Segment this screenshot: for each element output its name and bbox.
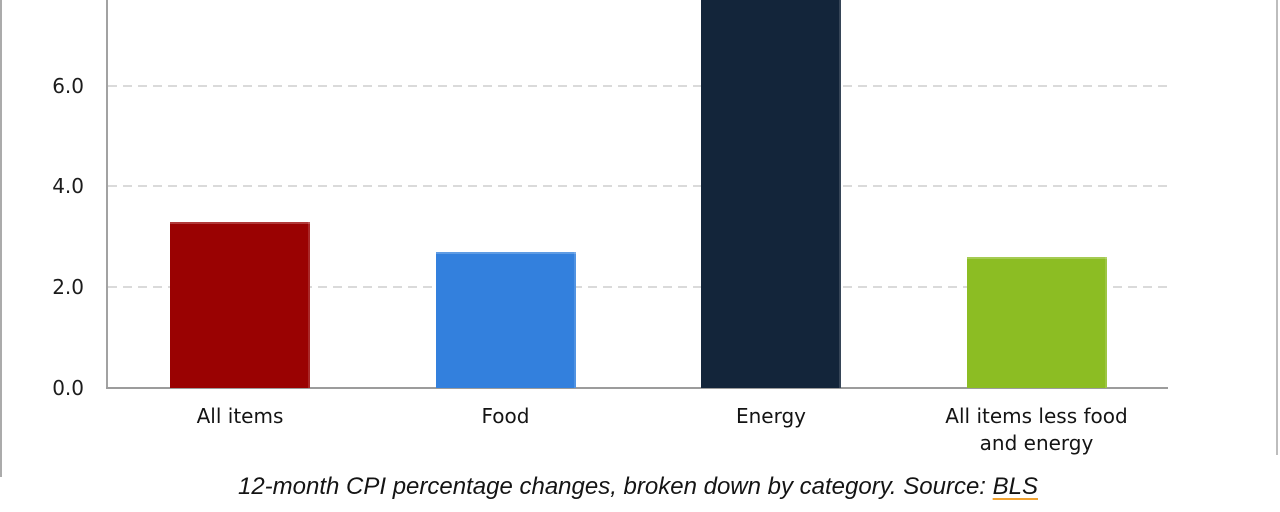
x-axis-baseline [106,387,1168,389]
category-label-energy: Energy [735,404,807,428]
bls-source-link[interactable]: BLS [992,473,1039,500]
figure-caption: 12-month CPI percentage changes, broken … [0,473,1276,501]
page-right-border [1276,0,1278,455]
y-tick-label-0.0: 0.0 [52,376,84,400]
bar-all-items-less-food-and-energy [966,256,1107,388]
y-axis-line [106,0,108,389]
category-label-food: Food [481,404,530,428]
y-tick-label-2.0: 2.0 [52,275,84,300]
caption-text: 12-month CPI percentage changes, broken … [237,473,993,500]
category-label-all-items: All items [196,404,284,428]
bar-all-items [170,221,310,388]
gridline-2.0 [108,286,1168,289]
gridline-4.0 [108,185,1168,188]
page-left-border [0,0,2,477]
bar-energy [701,0,841,388]
y-tick-label-6.0: 6.0 [52,73,84,98]
gridline-6.0 [108,84,1168,87]
y-tick-label-4.0: 4.0 [52,174,84,199]
bar-food [435,251,576,388]
category-label-all-items-less-food-and-energy: All items less food and energy [945,404,1128,455]
